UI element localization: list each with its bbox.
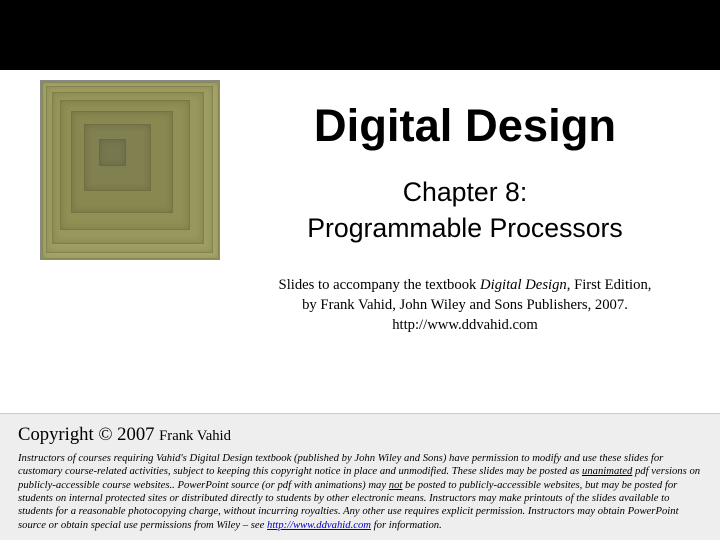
slide-title: Digital Design [250, 100, 680, 152]
copyright-line: Copyright © 2007 Frank Vahid [18, 424, 702, 446]
chapter-line2: Programmable Processors [307, 213, 623, 243]
top-black-bar [0, 0, 720, 70]
chapter-line1: Chapter 8: [403, 177, 527, 207]
credit-block: Slides to accompany the textbook Digital… [250, 276, 680, 335]
slide: Digital Design Chapter 8: Programmable P… [0, 0, 720, 540]
image-column [0, 70, 240, 413]
text-column: Digital Design Chapter 8: Programmable P… [240, 70, 720, 413]
fine-print-ul2: not [389, 480, 403, 491]
credit-url: http://www.ddvahid.com [392, 317, 538, 333]
cover-art [40, 80, 220, 260]
credit-line2: by Frank Vahid, John Wiley and Sons Publ… [302, 297, 628, 313]
main-area: Digital Design Chapter 8: Programmable P… [0, 70, 720, 413]
fine-print: Instructors of courses requiring Vahid's… [18, 452, 702, 532]
fine-print-part1: Instructors of courses requiring Vahid's… [18, 453, 663, 477]
copyright-author: Frank Vahid [159, 428, 231, 444]
fine-print-part4: for information. [371, 520, 442, 531]
credit-suffix: , First Edition, [567, 277, 652, 293]
credit-book-title: Digital Design [480, 277, 567, 293]
fine-print-ul1: unanimated [582, 466, 632, 477]
fine-print-link[interactable]: http://www.ddvahid.com [267, 520, 371, 531]
chapter-heading: Chapter 8: Programmable Processors [250, 174, 680, 246]
copyright-prefix: Copyright © 2007 [18, 424, 159, 445]
footer: Copyright © 2007 Frank Vahid Instructors… [0, 413, 720, 540]
credit-prefix: Slides to accompany the textbook [279, 277, 480, 293]
